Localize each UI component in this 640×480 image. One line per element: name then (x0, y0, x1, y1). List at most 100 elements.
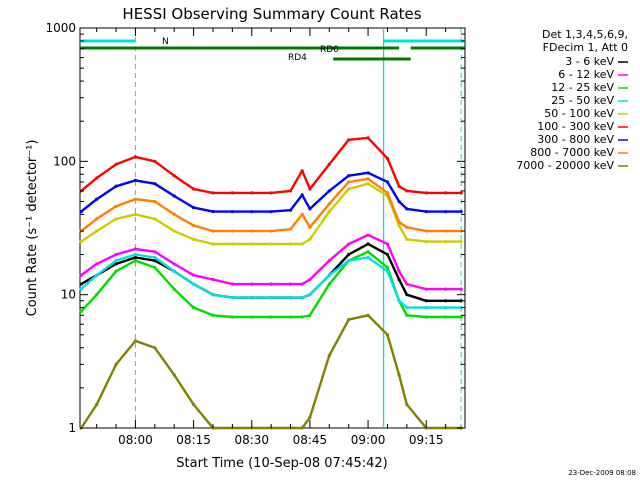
data-point-300-800-kev (444, 209, 448, 214)
data-point-12-25-kev (459, 315, 463, 319)
data-point-100-300-kev (172, 174, 176, 178)
data-point-7000-20000-kev (95, 402, 99, 407)
data-point-300-800-kev (424, 209, 428, 214)
data-point-300-800-kev (172, 194, 176, 198)
data-point-6-12-kev (153, 250, 157, 254)
data-point-300-800-kev (288, 208, 293, 212)
data-point-25-50-kev (95, 273, 99, 277)
data-point-300-800-kev (327, 189, 331, 193)
data-point-100-300-kev (366, 136, 370, 140)
data-point-6-12-kev (405, 282, 409, 286)
data-point-3-6-kev (385, 252, 390, 257)
data-point-12-25-kev (327, 282, 331, 286)
data-point-6-12-kev (230, 282, 234, 286)
data-point-100-300-kev (347, 138, 351, 142)
data-point-25-50-kev (269, 296, 273, 300)
legend-label-7000-20000-kev: 7000 - 20000 keV (516, 159, 614, 172)
data-point-800-7000-kev (288, 227, 293, 231)
flag-label-rd0: RD0 (320, 45, 339, 55)
data-point-800-7000-kev (385, 191, 390, 195)
data-point-3-6-kev (153, 259, 157, 263)
data-point-100-300-kev (424, 191, 428, 195)
data-point-100-300-kev (405, 189, 409, 193)
data-point-25-50-kev (288, 296, 293, 300)
y-tick-label: 10 (61, 288, 76, 302)
data-point-25-50-kev (211, 293, 215, 297)
legend-label-3-6-kev: 3 - 6 keV (565, 55, 614, 68)
data-point-12-25-kev (444, 315, 448, 319)
data-point-100-300-kev (250, 191, 254, 195)
timestamp: 23-Dec-2009 08:08 (568, 469, 636, 477)
data-point-6-12-kev (366, 233, 370, 237)
data-point-12-25-kev (192, 305, 196, 310)
x-tick-label: 08:00 (118, 433, 153, 447)
data-point-300-800-kev (366, 171, 370, 175)
data-point-800-7000-kev (397, 220, 401, 224)
data-point-3-6-kev (444, 299, 448, 303)
data-point-25-50-kev (153, 255, 157, 260)
data-point-800-7000-kev (211, 229, 215, 233)
legend-label-300-800-kev: 300 - 800 keV (537, 133, 614, 146)
data-point-100-300-kev (288, 189, 293, 193)
data-point-7000-20000-kev (327, 353, 331, 358)
data-point-50-100-kev (327, 209, 331, 214)
y-tick-label: 1000 (45, 21, 76, 35)
data-point-100-300-kev (327, 162, 331, 166)
data-point-25-50-kev (405, 305, 409, 310)
data-point-3-6-kev (397, 277, 401, 282)
data-point-6-12-kev (308, 277, 312, 282)
data-point-50-100-kev (230, 242, 234, 246)
data-point-12-25-kev (385, 265, 390, 270)
data-point-300-800-kev (79, 209, 83, 214)
data-point-300-800-kev (397, 199, 401, 204)
data-point-800-7000-kev (300, 212, 304, 216)
data-point-50-100-kev (308, 237, 312, 241)
data-point-6-12-kev (269, 282, 273, 286)
data-point-800-7000-kev (250, 229, 254, 233)
data-point-300-800-kev (133, 178, 138, 182)
data-point-300-800-kev (385, 180, 390, 184)
data-point-12-25-kev (79, 309, 83, 313)
data-point-7000-20000-kev (366, 313, 370, 317)
data-point-800-7000-kev (95, 217, 99, 221)
data-point-7000-20000-kev (385, 333, 390, 337)
data-point-25-50-kev (308, 293, 312, 297)
data-point-300-800-kev (153, 182, 157, 186)
x-tick-label: 09:15 (409, 433, 444, 447)
y-tick-label: 100 (53, 154, 76, 168)
data-point-100-300-kev (95, 176, 99, 180)
legend-label-12-25-kev: 12 - 25 keV (551, 81, 614, 94)
data-point-3-6-kev (366, 242, 370, 246)
data-point-7000-20000-kev (114, 362, 118, 366)
data-point-50-100-kev (444, 240, 448, 244)
data-point-6-12-kev (347, 242, 351, 246)
data-point-12-25-kev (133, 259, 138, 263)
data-point-25-50-kev (424, 305, 428, 310)
legend-header-line: FDecim 1, Att 0 (543, 41, 628, 54)
data-point-800-7000-kev (308, 225, 312, 229)
data-point-100-300-kev (211, 191, 215, 195)
x-tick-label: 08:45 (293, 433, 328, 447)
data-point-6-12-kev (385, 242, 390, 246)
data-point-7000-20000-kev (300, 426, 304, 430)
data-point-12-25-kev (114, 269, 118, 273)
data-point-7000-20000-kev (405, 402, 409, 407)
data-point-800-7000-kev (269, 229, 273, 233)
data-point-800-7000-kev (405, 225, 409, 229)
data-point-25-50-kev (192, 282, 196, 286)
data-point-25-50-kev (444, 305, 448, 310)
data-point-25-50-kev (366, 255, 370, 260)
data-point-100-300-kev (230, 191, 234, 195)
data-point-800-7000-kev (347, 180, 351, 184)
data-point-6-12-kev (444, 287, 448, 291)
data-point-50-100-kev (133, 212, 138, 216)
data-point-7000-20000-kev (347, 318, 351, 322)
flag-label-rd4: RD4 (288, 53, 307, 63)
legend-header-line: Det 1,3,4,5,6,9, (542, 28, 628, 41)
data-point-12-25-kev (95, 293, 99, 297)
data-point-800-7000-kev (133, 197, 138, 201)
data-point-6-12-kev (397, 269, 401, 273)
data-point-12-25-kev (308, 313, 312, 317)
data-point-100-300-kev (192, 187, 196, 191)
data-point-3-6-kev (405, 293, 409, 297)
